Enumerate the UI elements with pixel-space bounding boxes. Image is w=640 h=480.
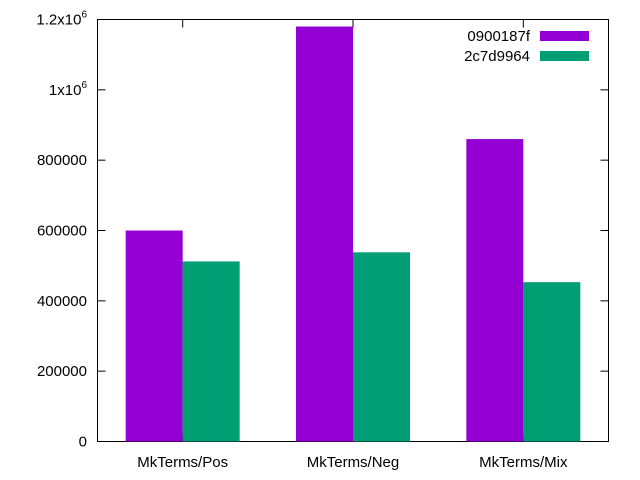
- y-tick-label: 1x106: [49, 80, 88, 99]
- legend-swatch: [540, 51, 589, 61]
- legend-swatch: [540, 31, 589, 41]
- y-axis: 0 200000 400000 600000 800000 1x106 1.2x106: [36, 10, 609, 451]
- bar-0900187f-mkterms-mix: [466, 139, 524, 442]
- y-tick-label: 400000: [37, 293, 87, 310]
- bar-0900187f-mkterms-pos: [125, 230, 183, 442]
- bars: [125, 26, 581, 442]
- y-tick-label: 1.2x106: [36, 10, 87, 29]
- bar-2c7d9964-mkterms-pos: [182, 261, 240, 442]
- x-axis: MkTerms/Pos MkTerms/Neg MkTerms/Mix: [137, 19, 568, 471]
- bar-2c7d9964-mkterms-mix: [523, 282, 581, 442]
- y-tick-label: 200000: [37, 363, 87, 380]
- y-tick-label: 0: [79, 434, 87, 451]
- legend: 0900187f 2c7d9964: [464, 28, 589, 65]
- x-tick-label: MkTerms/Neg: [307, 454, 400, 471]
- bar-2c7d9964-mkterms-neg: [353, 252, 410, 442]
- y-tick-exponent: 6: [81, 80, 87, 91]
- x-tick-label: MkTerms/Pos: [137, 454, 228, 471]
- y-tick-exponent: 6: [81, 10, 87, 21]
- legend-label: 0900187f: [467, 28, 530, 45]
- y-tick-label: 600000: [37, 223, 87, 240]
- x-tick-label: MkTerms/Mix: [479, 454, 568, 471]
- legend-label: 2c7d9964: [464, 48, 530, 65]
- bar-0900187f-mkterms-neg: [296, 26, 353, 442]
- y-tick-label: 800000: [37, 152, 87, 169]
